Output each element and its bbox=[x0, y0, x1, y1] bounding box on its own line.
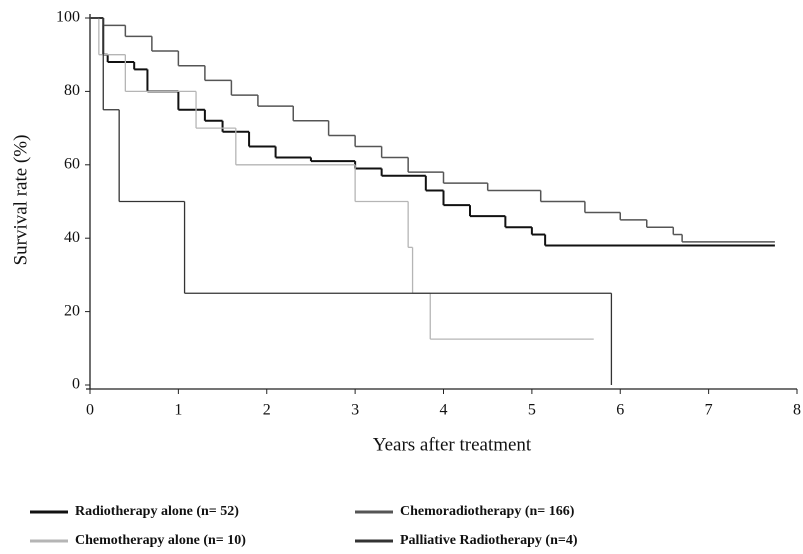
y-tick-label: 0 bbox=[72, 376, 80, 393]
y-tick-label: 60 bbox=[64, 155, 80, 172]
legend-label: Radiotherapy alone (n= 52) bbox=[75, 504, 239, 519]
x-axis-label: Years after treatment bbox=[373, 434, 532, 455]
y-axis-label: Survival rate (%) bbox=[10, 135, 31, 266]
legend-label: Palliative Radiotherapy (n=4) bbox=[400, 533, 578, 548]
legend-label: Chemoradiotherapy (n= 166) bbox=[400, 504, 575, 519]
y-tick-label: 40 bbox=[64, 229, 80, 246]
x-tick-label: 5 bbox=[528, 402, 536, 419]
x-tick-label: 6 bbox=[616, 402, 624, 419]
x-tick-label: 8 bbox=[793, 402, 801, 419]
y-tick-label: 20 bbox=[64, 302, 80, 319]
x-tick-label: 1 bbox=[174, 402, 182, 419]
x-tick-label: 2 bbox=[263, 402, 271, 419]
x-tick-label: 3 bbox=[351, 402, 359, 419]
legend-label: Chemotherapy alone (n= 10) bbox=[75, 533, 246, 548]
x-tick-label: 0 bbox=[86, 402, 94, 419]
x-tick-label: 4 bbox=[440, 402, 448, 419]
x-tick-label: 7 bbox=[705, 402, 713, 419]
y-tick-label: 80 bbox=[64, 82, 80, 99]
y-tick-label: 100 bbox=[56, 9, 80, 26]
